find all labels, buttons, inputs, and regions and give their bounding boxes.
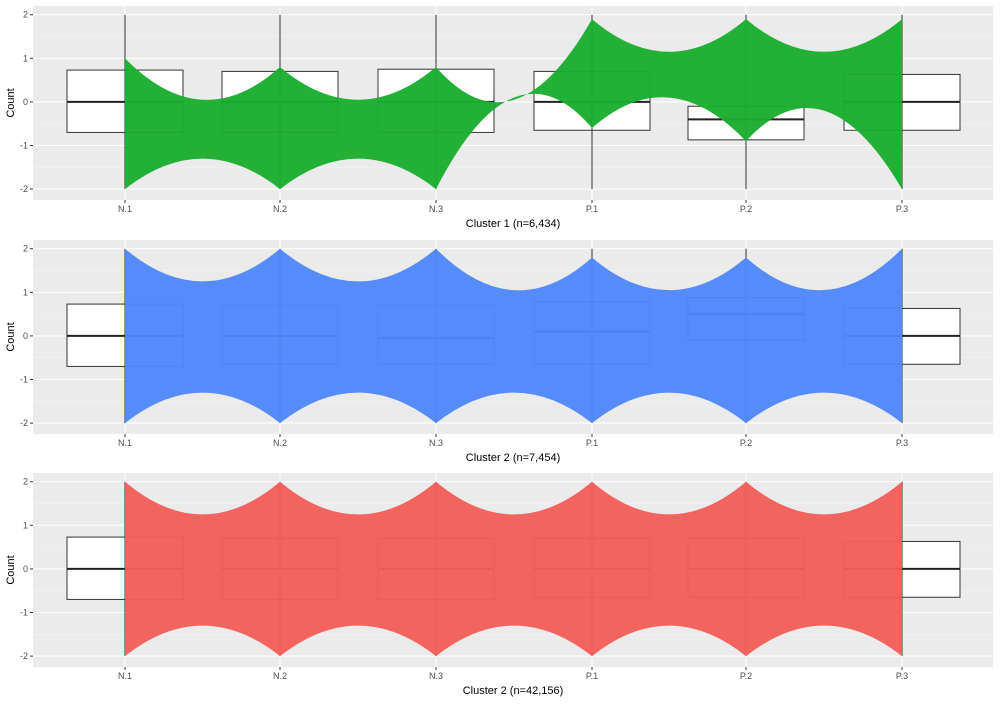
x-tick-label-P.2: P.2 — [740, 204, 752, 214]
x-axis-title: Cluster 1 (n=6,434) — [466, 218, 560, 230]
x-tick-label-N.1: N.1 — [118, 204, 132, 214]
chart-panel-3: 2 1 0 -1 -2 N.1 N.2 N.3 P.1 P.2 P.3 Cluster 2 (n=42… — [5, 473, 993, 697]
y-tick-label: -2 — [20, 418, 28, 428]
x-tick-label-P.1: P.1 — [586, 671, 598, 681]
y-tick-label: 2 — [23, 10, 28, 20]
y-tick-label: -1 — [20, 375, 28, 385]
parallel-lines-band — [125, 481, 902, 657]
x-tick-label-N.2: N.2 — [273, 204, 287, 214]
y-tick-label: 1 — [23, 520, 28, 530]
x-tick-label-N.3: N.3 — [429, 671, 443, 681]
y-axis-title: Count — [5, 88, 17, 117]
y-tick-label: -2 — [20, 651, 28, 661]
y-axis-title: Count — [5, 322, 17, 351]
x-tick-label-N.2: N.2 — [273, 438, 287, 448]
plot-area — [66, 14, 961, 190]
y-tick-label: -2 — [20, 184, 28, 194]
y-tick-label: 0 — [23, 97, 28, 107]
parallel-lines-band — [125, 19, 902, 190]
y-axis-title: Count — [5, 555, 17, 584]
plot-area — [66, 248, 961, 424]
y-tick-label: 1 — [23, 53, 28, 63]
x-tick-label-P.2: P.2 — [740, 438, 752, 448]
y-tick-label: -1 — [20, 141, 28, 151]
x-tick-label-N.3: N.3 — [429, 204, 443, 214]
x-tick-label-P.1: P.1 — [586, 204, 598, 214]
y-tick-label: 1 — [23, 287, 28, 297]
y-tick-label: 2 — [23, 244, 28, 254]
x-axis-title: Cluster 2 (n=7,454) — [466, 452, 560, 464]
x-tick-label-N.1: N.1 — [118, 438, 132, 448]
x-tick-label-N.2: N.2 — [273, 671, 287, 681]
x-tick-label-N.3: N.3 — [429, 438, 443, 448]
x-tick-label-N.1: N.1 — [118, 671, 132, 681]
x-tick-label-P.3: P.3 — [896, 671, 908, 681]
x-tick-label-P.1: P.1 — [586, 438, 598, 448]
x-tick-label-P.2: P.2 — [740, 671, 752, 681]
parallel-lines-band — [125, 248, 902, 424]
chart-panel-1: 2 1 0 -1 -2 N.1 N.2 N.3 P.1 P.2 P.3 Cluster 1 (n=6,… — [5, 6, 993, 230]
chart-panel-2: 2 1 0 -1 -2 N.1 N.2 N.3 P.1 P.2 P.3 Cluster 2 (n=7,… — [5, 240, 993, 464]
x-tick-label-P.3: P.3 — [896, 204, 908, 214]
y-tick-label: -1 — [20, 608, 28, 618]
y-tick-label: 2 — [23, 477, 28, 487]
y-tick-label: 0 — [23, 564, 28, 574]
plot-area — [66, 481, 961, 657]
x-tick-label-P.3: P.3 — [896, 438, 908, 448]
y-tick-label: 0 — [23, 331, 28, 341]
x-axis-title: Cluster 2 (n=42,156) — [463, 685, 564, 697]
